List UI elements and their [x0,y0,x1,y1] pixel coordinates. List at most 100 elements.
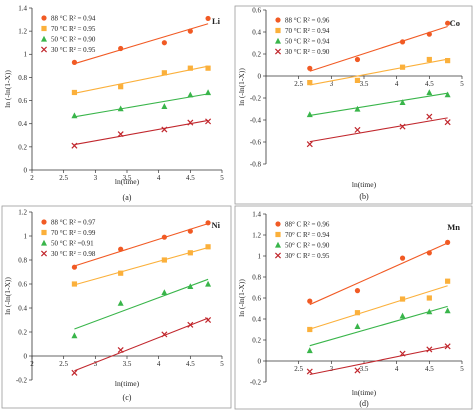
element-label: Mn [447,222,460,232]
data-point [187,119,194,126]
data-point [205,244,211,250]
trendline [309,117,448,143]
data-point [399,296,406,302]
element-label: Ni [212,220,221,230]
data-point [161,126,168,133]
x-tick-label: 2.5 [294,365,303,373]
y-tick-label: -0.8 [250,160,262,168]
x-tick-label: 3 [330,80,334,88]
y-tick-label: 1 [24,51,28,59]
data-point [307,80,313,86]
series-3 [71,118,212,149]
legend-marker [40,46,48,53]
data-point [354,323,361,329]
trendline [74,93,209,118]
data-point [71,281,78,287]
y-tick-label: 1.4 [252,210,261,218]
data-point [71,59,78,65]
data-point [445,278,451,284]
data-point [161,103,168,109]
y-tick-label: 0 [258,357,262,365]
x-axis-title: ln(time) [352,180,377,189]
data-point [426,89,433,96]
legend-entry: 88 °C R² = 0.97 [51,219,96,227]
trendline [309,92,448,116]
data-point [71,369,78,376]
x-tick-label: 2.5 [59,360,68,368]
legend-marker [275,37,281,44]
data-point [307,298,313,304]
y-tick-label: 0.6 [252,294,261,302]
legend: 88 °C R² = 0.97 70 °C R² = 0.99 50 °C R² =… [40,219,96,258]
x-axis-title: ln(time) [115,177,140,186]
legend-marker [41,15,47,21]
data-point [444,91,451,98]
y-tick-label: 1 [258,252,262,260]
series-0 [307,239,451,306]
data-point [354,126,361,133]
data-point [205,280,212,287]
legend-marker [41,35,47,42]
x-tick-label: 3.5 [360,80,369,88]
data-point [187,91,194,98]
y-axis-title: ln (-ln(1-X)) [3,70,12,108]
legend-entry: 88 °C R² = 0.96 [285,17,330,25]
trendline [309,285,448,330]
data-point [306,347,313,354]
data-point [426,56,432,63]
data-point [306,141,313,148]
legend-entry: 50° C R² = 0.90 [285,242,330,250]
y-tick-label: 0.8 [18,256,27,264]
x-tick-label: 5 [460,365,464,373]
y-tick-label: -0.6 [250,138,262,146]
trendline [74,119,209,146]
series-0 [307,20,451,72]
y-tick-label: 1.4 [18,4,27,12]
data-point [444,343,451,350]
data-point [118,246,124,252]
data-point [187,65,193,71]
trendline [309,345,448,376]
x-tick-label: 3.5 [360,365,369,373]
data-point [187,228,193,234]
data-point [426,113,433,120]
y-axis-title: ln (-ln(1-X)) [237,279,246,317]
legend-entry: 50 °C R² =0.91 [51,240,94,248]
legend: 88° C R² = 0.96 70° C R² = 0.94 50° C R² =… [274,221,330,260]
y-tick-label: 0.2 [252,336,261,344]
legend-marker [275,17,281,23]
x-tick-label: 2.5 [59,174,68,182]
data-point [399,255,406,261]
x-tick-label: 2.5 [294,80,303,88]
trendline [309,58,448,86]
data-point [205,220,211,226]
series-0 [71,15,211,65]
legend-entry: 88° C R² = 0.96 [285,221,330,229]
legend-marker [275,221,281,227]
data-point [118,84,124,90]
data-point [399,350,406,357]
y-tick-label: 1.2 [18,28,27,36]
legend-marker [275,231,281,238]
x-tick-label: 3.5 [123,360,132,368]
y-tick-label: 1 [24,232,28,240]
data-point [187,28,193,34]
data-point [426,250,432,256]
data-point [354,288,361,294]
data-point [445,58,451,64]
series-2 [71,278,212,339]
series-2 [306,305,451,354]
data-point [71,264,78,270]
data-point [306,368,313,375]
y-tick-label: 0.6 [18,280,27,288]
x-tick-label: 5 [220,360,224,368]
y-tick-label: -0.2 [250,94,262,102]
chart-panel-li: 0 0.2 0.4 0.6 0.8 1 1.2 1.4 2 2.5 3 3.5 4 4.5 5 ln(time… [3,4,224,202]
x-axis-title: ln(time) [115,379,140,388]
chart-panel-co: -0.8 -0.6 -0.4 -0.2 0 0.2 0.4 0.6 2.5 3 3.5 4 4.5 5 ln… [234,5,473,205]
data-point [161,289,168,295]
series-1 [307,278,451,333]
trendline [74,65,209,94]
data-point [117,346,124,354]
